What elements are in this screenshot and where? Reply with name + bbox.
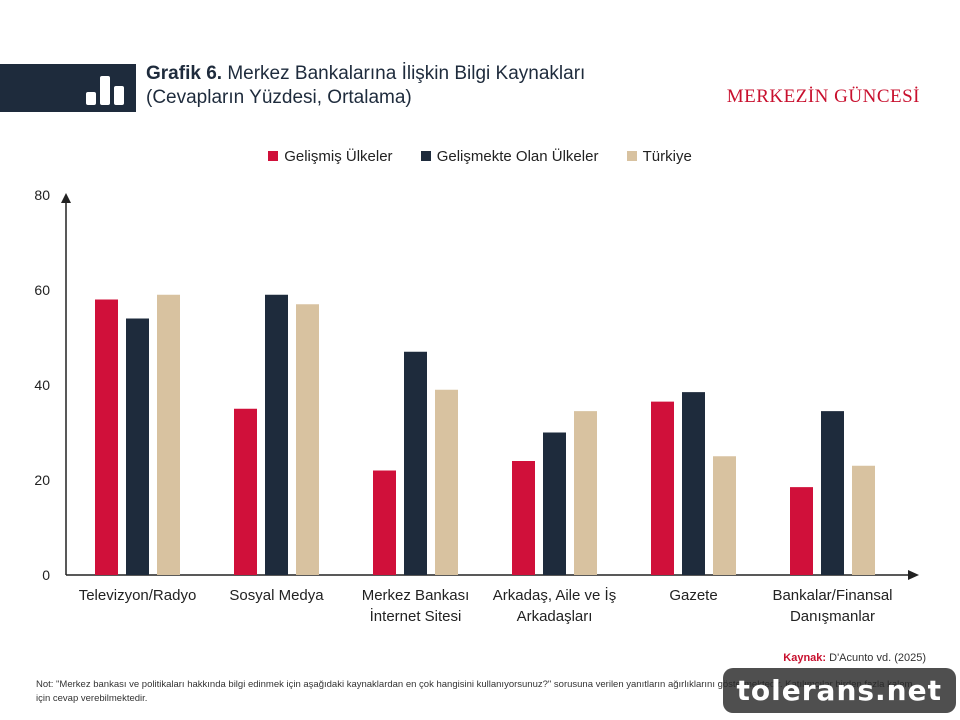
bar bbox=[265, 294, 288, 575]
x-tick-label: Televizyon/Radyo bbox=[79, 587, 197, 604]
bar bbox=[651, 401, 674, 575]
x-tick-label: Arkadaşları bbox=[517, 608, 593, 625]
bar bbox=[126, 318, 149, 575]
bar bbox=[543, 432, 566, 575]
legend-label: Gelişmekte Olan Ülkeler bbox=[436, 148, 599, 165]
legend-swatch bbox=[626, 151, 637, 161]
bar bbox=[682, 392, 705, 575]
bar bbox=[296, 304, 319, 575]
legend-label: Gelişmiş Ülkeler bbox=[284, 148, 393, 165]
y-axis-arrow bbox=[61, 193, 71, 203]
bar bbox=[157, 294, 180, 575]
bar bbox=[373, 470, 396, 575]
y-tick-label: 40 bbox=[34, 377, 50, 393]
bar bbox=[435, 389, 458, 575]
x-tick-label: Danışmanlar bbox=[790, 608, 875, 625]
bar bbox=[574, 411, 597, 575]
y-tick-label: 80 bbox=[34, 187, 50, 203]
watermark: tolerans.net bbox=[722, 668, 956, 713]
legend-item-gelismekte: Gelişmekte Olan Ülkeler bbox=[420, 148, 599, 165]
legend-item-turkiye: Türkiye bbox=[626, 148, 692, 165]
y-tick-label: 60 bbox=[34, 282, 50, 298]
bar bbox=[852, 465, 875, 575]
bar bbox=[404, 351, 427, 575]
x-tick-label: Bankalar/Finansal bbox=[772, 587, 892, 604]
x-tick-label: Arkadaş, Aile ve İş bbox=[493, 586, 616, 604]
x-axis-arrow bbox=[908, 570, 919, 580]
x-tick-label: Sosyal Medya bbox=[229, 587, 324, 604]
source-line: Kaynak: D'Acunto vd. (2025) bbox=[783, 652, 926, 664]
chart-title-text: Merkez Bankalarına İlişkin Bilgi Kaynakl… bbox=[227, 63, 586, 84]
brand-logo-text: MERKEZİN GÜNCESİ bbox=[726, 86, 920, 107]
bar bbox=[95, 299, 118, 575]
chart-legend: Gelişmiş Ülkeler Gelişmekte Olan Ülkeler… bbox=[0, 148, 960, 165]
legend-swatch bbox=[268, 151, 279, 161]
chart-title-block: Grafik 6. Merkez Bankalarına İlişkin Bil… bbox=[146, 62, 706, 110]
bar bbox=[713, 456, 736, 575]
chart-subtitle: (Cevapların Yüzdesi, Ortalama) bbox=[146, 87, 412, 108]
legend-label: Türkiye bbox=[642, 148, 692, 165]
y-tick-label: 0 bbox=[42, 567, 50, 583]
x-tick-label: İnternet Sitesi bbox=[370, 607, 462, 625]
source-label: Kaynak: bbox=[783, 652, 827, 664]
legend-item-gelismis: Gelişmiş Ülkeler bbox=[268, 148, 393, 165]
bar-chart: 0 20 40 60 80 Televizyon/Radyo Sosyal Medya Mer… bbox=[34, 187, 919, 625]
header-band bbox=[0, 64, 136, 112]
footnote: Not: "Merkez bankası ve politikaları hak… bbox=[36, 679, 913, 704]
chart-title: Grafik 6. Merkez Bankalarına İlişkin Bil… bbox=[146, 62, 706, 86]
bar bbox=[790, 487, 813, 575]
bar bbox=[512, 461, 535, 575]
legend-swatch bbox=[420, 151, 431, 161]
y-tick-label: 20 bbox=[34, 472, 50, 488]
bar bbox=[821, 411, 844, 575]
source-text: D'Acunto vd. (2025) bbox=[829, 652, 926, 664]
bar bbox=[234, 408, 257, 575]
x-tick-label: Gazete bbox=[669, 587, 717, 604]
x-tick-label: Merkez Bankası bbox=[362, 587, 470, 604]
chart-title-number: Grafik 6. bbox=[146, 63, 223, 84]
bar-chart-icon bbox=[86, 76, 124, 105]
